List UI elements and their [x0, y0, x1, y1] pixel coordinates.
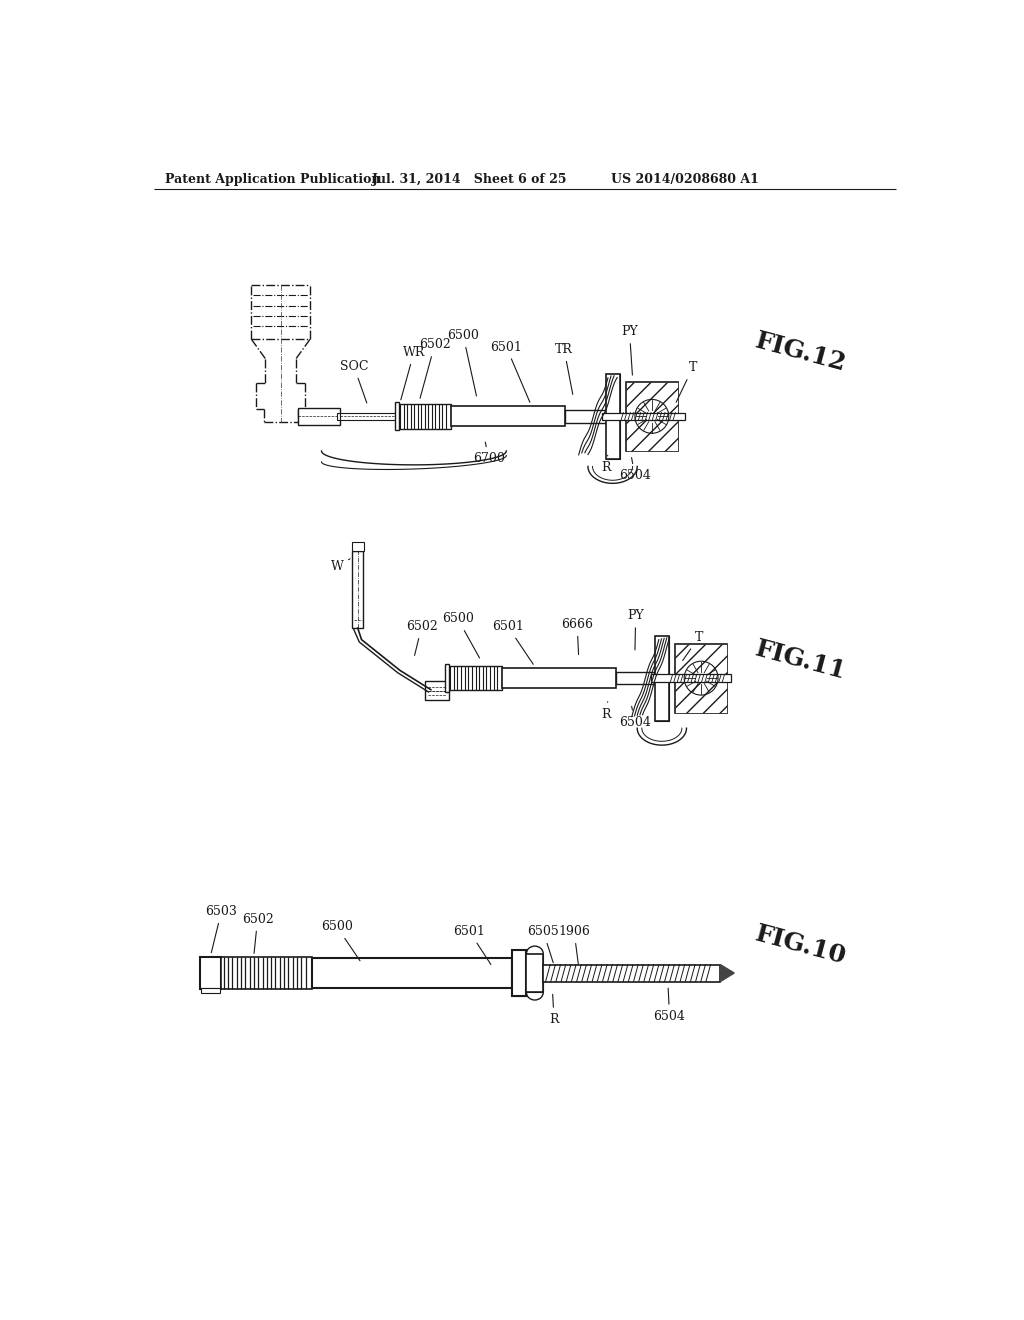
Bar [655, 636, 669, 721]
Bar [351, 543, 364, 552]
Text: 6501: 6501 [492, 620, 534, 664]
Text: 6500: 6500 [442, 612, 479, 657]
Bar [202, 989, 220, 993]
Text: FIG.10: FIG.10 [753, 921, 849, 969]
Text: W: W [331, 558, 350, 573]
Text: 6504: 6504 [618, 706, 651, 729]
Bar [503, 668, 616, 688]
Text: 6700: 6700 [473, 442, 505, 465]
Bar [655, 636, 669, 721]
Bar [221, 957, 312, 989]
Text: TR: TR [555, 343, 573, 395]
Bar [544, 965, 720, 982]
Text: US 2014/0208680 A1: US 2014/0208680 A1 [611, 173, 759, 186]
Bar [449, 665, 503, 690]
Text: Jul. 31, 2014   Sheet 6 of 25: Jul. 31, 2014 Sheet 6 of 25 [372, 173, 567, 186]
Text: 6500: 6500 [447, 329, 479, 396]
Polygon shape [720, 965, 734, 982]
Bar [425, 681, 449, 701]
Text: Patent Application Publication: Patent Application Publication [165, 173, 381, 186]
Text: T: T [683, 631, 703, 660]
Bar [398, 404, 451, 429]
Bar [626, 381, 678, 451]
Text: 6500: 6500 [321, 920, 360, 961]
Bar [451, 407, 565, 426]
Bar [394, 403, 398, 430]
Bar [626, 381, 678, 451]
Text: 6502: 6502 [419, 338, 451, 399]
Text: SOC: SOC [340, 360, 368, 403]
Text: T: T [676, 362, 697, 403]
Bar [337, 412, 340, 420]
Bar [352, 552, 364, 628]
Text: 6501: 6501 [490, 341, 529, 403]
Bar [565, 411, 609, 422]
Text: 6666: 6666 [561, 618, 593, 655]
Text: R: R [602, 455, 611, 474]
Bar [605, 374, 620, 459]
Bar [340, 412, 398, 420]
Text: R: R [549, 994, 559, 1026]
Text: PY: PY [622, 325, 638, 375]
Text: 6503: 6503 [206, 906, 238, 953]
Text: 6502: 6502 [242, 912, 273, 953]
Bar [616, 672, 658, 684]
Bar [512, 950, 526, 997]
Text: FIG.12: FIG.12 [753, 329, 849, 376]
Bar [298, 408, 340, 425]
Text: PY: PY [628, 610, 644, 649]
Bar [651, 675, 731, 682]
Bar [675, 644, 727, 713]
Bar [526, 954, 544, 993]
Text: FIG.11: FIG.11 [753, 636, 849, 684]
Text: 6505: 6505 [527, 925, 559, 962]
Text: 6501: 6501 [454, 925, 490, 965]
Bar [602, 412, 685, 420]
Bar [312, 958, 512, 987]
Bar [200, 957, 221, 989]
Bar [444, 664, 449, 692]
Text: WR: WR [400, 346, 425, 400]
Text: 6502: 6502 [406, 620, 437, 656]
Bar [605, 374, 620, 459]
Bar [526, 954, 544, 993]
Text: R: R [602, 702, 611, 721]
Text: 6504: 6504 [618, 458, 651, 482]
Bar [512, 950, 526, 997]
Bar [675, 644, 727, 713]
Text: 1906: 1906 [558, 925, 590, 964]
Bar [200, 957, 221, 989]
Text: 6504: 6504 [653, 989, 685, 1023]
